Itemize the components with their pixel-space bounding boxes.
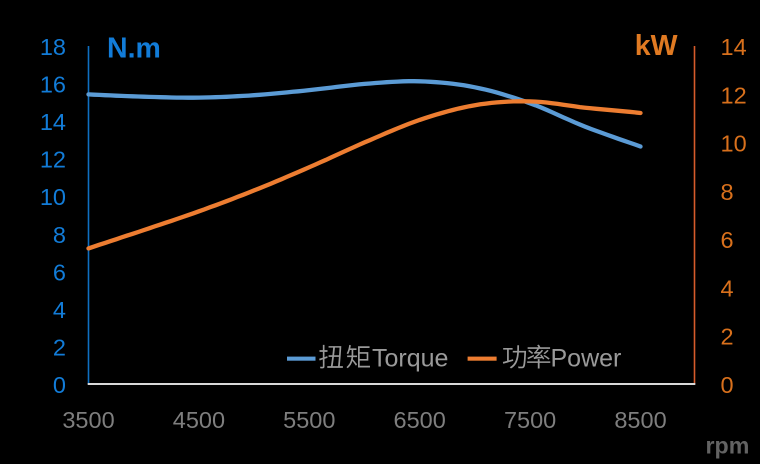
- svg-text:4: 4: [53, 297, 66, 323]
- svg-text:10: 10: [721, 131, 747, 157]
- svg-text:2: 2: [721, 324, 734, 350]
- svg-text:rpm: rpm: [706, 432, 750, 458]
- svg-text:8: 8: [53, 222, 66, 248]
- svg-text:16: 16: [40, 72, 66, 98]
- svg-text:N.m: N.m: [107, 33, 161, 65]
- svg-text:10: 10: [40, 184, 66, 210]
- svg-text:6: 6: [721, 227, 734, 253]
- svg-text:3500: 3500: [62, 407, 114, 433]
- svg-text:6500: 6500: [394, 407, 446, 433]
- svg-text:Power: Power: [551, 344, 622, 372]
- svg-text:14: 14: [40, 109, 66, 135]
- svg-text:0: 0: [53, 372, 66, 398]
- svg-text:Torque: Torque: [372, 344, 448, 372]
- svg-text:7500: 7500: [504, 407, 556, 433]
- svg-text:14: 14: [721, 34, 747, 60]
- svg-text:12: 12: [40, 147, 66, 173]
- svg-text:5500: 5500: [283, 407, 335, 433]
- svg-text:8: 8: [721, 179, 734, 205]
- svg-text:4500: 4500: [173, 407, 225, 433]
- svg-text:kW: kW: [635, 30, 678, 62]
- svg-text:18: 18: [40, 34, 66, 60]
- svg-text:0: 0: [721, 372, 734, 398]
- svg-text:12: 12: [721, 82, 747, 108]
- svg-text:8500: 8500: [614, 407, 666, 433]
- svg-text:4: 4: [721, 275, 734, 301]
- svg-text:2: 2: [53, 334, 66, 360]
- svg-text:6: 6: [53, 259, 66, 285]
